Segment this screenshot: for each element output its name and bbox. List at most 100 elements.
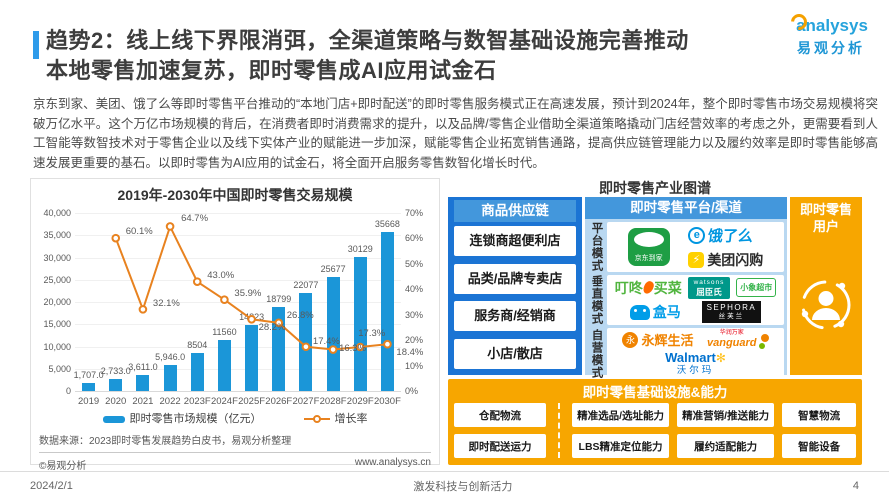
intro-paragraph: 京东到家、美团、饿了么等即时零售平台推动的“本地门店+即时配送”的即时零售服务模… — [33, 97, 878, 170]
left-axis-tick: 20,000 — [43, 297, 71, 307]
right-axis-tick: 0% — [405, 386, 419, 396]
bar-value-label: 11560 — [212, 326, 237, 337]
yonghui-icon: 永 — [622, 331, 639, 348]
bar-value-label: 8504 — [187, 340, 208, 351]
walmart-logo: Walmart✻ 沃尔玛 — [665, 350, 726, 377]
website-label: www.analysys.cn — [354, 457, 431, 468]
infrastructure-item: 仓配物流 — [454, 403, 546, 427]
infrastructure-grid: 仓配物流 精准选品/选址能力 精准营销/推送能力 智慧物流 即时配送运力 LBS精准定位能… — [454, 403, 856, 458]
platform-mode-logos: 京东到家 e 饿了么 ⚡ 美团闪购 — [607, 222, 784, 272]
infrastructure-item: 精准营销/推送能力 — [677, 403, 775, 427]
bar-2030F — [380, 232, 394, 391]
left-axis-tick: 5,000 — [48, 363, 71, 374]
vertical-mode-row: 垂直模式 叮咚 买菜 watsons 屈臣氏 小象超市 盒马 SEPHORA 丝芙兰 — [588, 275, 784, 326]
bar-value-label: 30129 — [347, 243, 373, 254]
growth-rate-label: 32.1% — [152, 298, 180, 310]
gridline — [75, 368, 401, 370]
bar-swatch-icon — [102, 415, 125, 423]
infrastructure-item: 精准选品/选址能力 — [572, 403, 670, 427]
right-axis-tick: 60% — [405, 233, 424, 244]
right-axis-tick: 70% — [405, 208, 424, 218]
eleme-icon: e — [688, 226, 706, 244]
x-axis-tick: 2019 — [78, 396, 100, 407]
supply-chain-item: 服务商/经销商 — [454, 301, 576, 332]
bar-2021 — [136, 374, 150, 391]
analysys-logo: analysys 易观分析 — [779, 10, 883, 58]
gridline — [75, 279, 401, 281]
supply-chain-header: 商品供应链 — [454, 200, 576, 222]
chart-panel: 2019年-2030年中国即时零售交易规模 0 5,000 10,000 15,000… — [30, 178, 440, 472]
infrastructure-item: 智能设备 — [782, 434, 856, 458]
trend-line — [111, 222, 392, 354]
gridline — [75, 235, 401, 237]
x-axis-tick: 2025F — [238, 396, 266, 407]
growth-rate-label: 18.4% — [396, 347, 424, 359]
platform-column: 即时零售平台/渠道 平台模式 京东到家 e 饿了么 ⚡ 美团闪购 垂直模式 — [585, 197, 787, 379]
infrastructure-item: LBS精准定位能力 — [572, 434, 670, 458]
bar-value-label: 2,733.0 — [100, 365, 131, 376]
bar-value-label: 18799 — [266, 294, 292, 305]
eleme-logo: e 饿了么 — [688, 225, 763, 246]
bar-value-label: 1,707.0 — [73, 370, 104, 381]
infrastructure-header: 即时零售基础设施&能力 — [582, 385, 728, 400]
title-accent-bar — [33, 31, 39, 59]
vanguard-logo: 华润万家 vanguard — [707, 330, 769, 349]
growth-rate-label: 64.7% — [181, 213, 209, 225]
right-axis-tick: 40% — [405, 284, 424, 295]
growth-rate-label: 26.8% — [286, 309, 314, 321]
infrastructure-item: 即时配送运力 — [454, 434, 546, 458]
x-axis-tick: 2027F — [292, 396, 320, 407]
legend-item-line: 增长率 — [303, 410, 368, 426]
user-icon — [799, 236, 853, 375]
right-axis-tick: 30% — [405, 309, 424, 320]
self-operated-mode-logos: 永永辉生活 华润万家 vanguard Walmart✻ 沃尔玛 — [607, 328, 784, 379]
chart-title: 2019年-2030年中国即时零售交易规模 — [117, 187, 353, 203]
right-axis-tick: 50% — [405, 258, 424, 269]
supply-chain-column: 商品供应链 连锁商超便利店 品类/品牌专卖店 服务商/经销商 小店/散店 — [448, 197, 582, 375]
walmart-spark-icon: ✻ — [715, 351, 726, 366]
page-title-line1: 趋势2：线上线下界限消弭，全渠道策略与数智基础设施完善推动 — [46, 28, 689, 53]
x-axis-tick: 2022 — [159, 396, 181, 407]
x-axis-tick: 2026F — [265, 396, 293, 407]
left-axis-tick: 0 — [65, 386, 71, 396]
growth-rate-label: 60.1% — [125, 226, 153, 238]
right-axis-tick: 20% — [405, 335, 424, 346]
bar-value-label: 35668 — [374, 219, 400, 230]
users-header: 即时零售 用户 — [799, 202, 852, 234]
growth-rate-label: 28.2% — [258, 322, 286, 334]
line-swatch-icon — [303, 415, 330, 424]
gridline — [75, 346, 401, 348]
users-column: 即时零售 用户 — [790, 197, 862, 375]
hema-hippo-icon — [629, 304, 650, 320]
bar-2019 — [82, 383, 96, 391]
hema-logo: 盒马 — [629, 302, 681, 322]
infra-dashed-divider — [558, 403, 560, 458]
industry-map-panel: 即时零售产业图谱 商品供应链 连锁商超便利店 品类/品牌专卖店 服务商/经销商 小店/… — [448, 178, 862, 465]
bar-value-label: 22077 — [293, 279, 319, 290]
bar-2022 — [163, 364, 177, 391]
mode-label-vertical: 垂直模式 — [590, 275, 603, 326]
growth-rate-label: 17.3% — [358, 328, 386, 339]
chart-source: 数据来源：2023即时零售发展趋势白皮书，易观分析整理 — [39, 436, 292, 447]
x-axis-tick: 2023F — [183, 396, 211, 407]
x-axis-tick: 2020 — [105, 396, 127, 407]
vertical-mode-logos: 叮咚 买菜 watsons 屈臣氏 小象超市 盒马 SEPHORA 丝芙兰 — [607, 275, 784, 326]
growth-rate-label: 16.3% — [339, 342, 367, 354]
growth-rate-label: 35.9% — [234, 287, 262, 299]
bar-value-label: 25677 — [320, 263, 346, 274]
legend-item-bars: 即时零售市场规模（亿元） — [102, 410, 262, 426]
jd-daojia-logo: 京东到家 — [627, 228, 670, 266]
bar-2027F — [299, 292, 313, 391]
right-axis-tick: 10% — [405, 360, 424, 371]
meituan-lightning-icon: ⚡ — [688, 251, 705, 268]
growth-rate-label: 43.0% — [207, 269, 235, 281]
mode-label-platform: 平台模式 — [590, 222, 603, 272]
industry-map-title: 即时零售产业图谱 — [599, 180, 711, 196]
left-axis-tick: 10,000 — [43, 341, 71, 352]
page-title-line2: 本地零售加速复苏，即时零售成AI应用试金石 — [46, 57, 497, 83]
platform-header: 即时零售平台/渠道 — [585, 197, 787, 219]
xiaoxiang-logo: 小象超市 — [736, 278, 777, 298]
left-axis-tick: 35,000 — [43, 230, 71, 241]
copyright-label: ©易观分析 — [39, 461, 87, 472]
bar-2025F — [245, 325, 259, 391]
